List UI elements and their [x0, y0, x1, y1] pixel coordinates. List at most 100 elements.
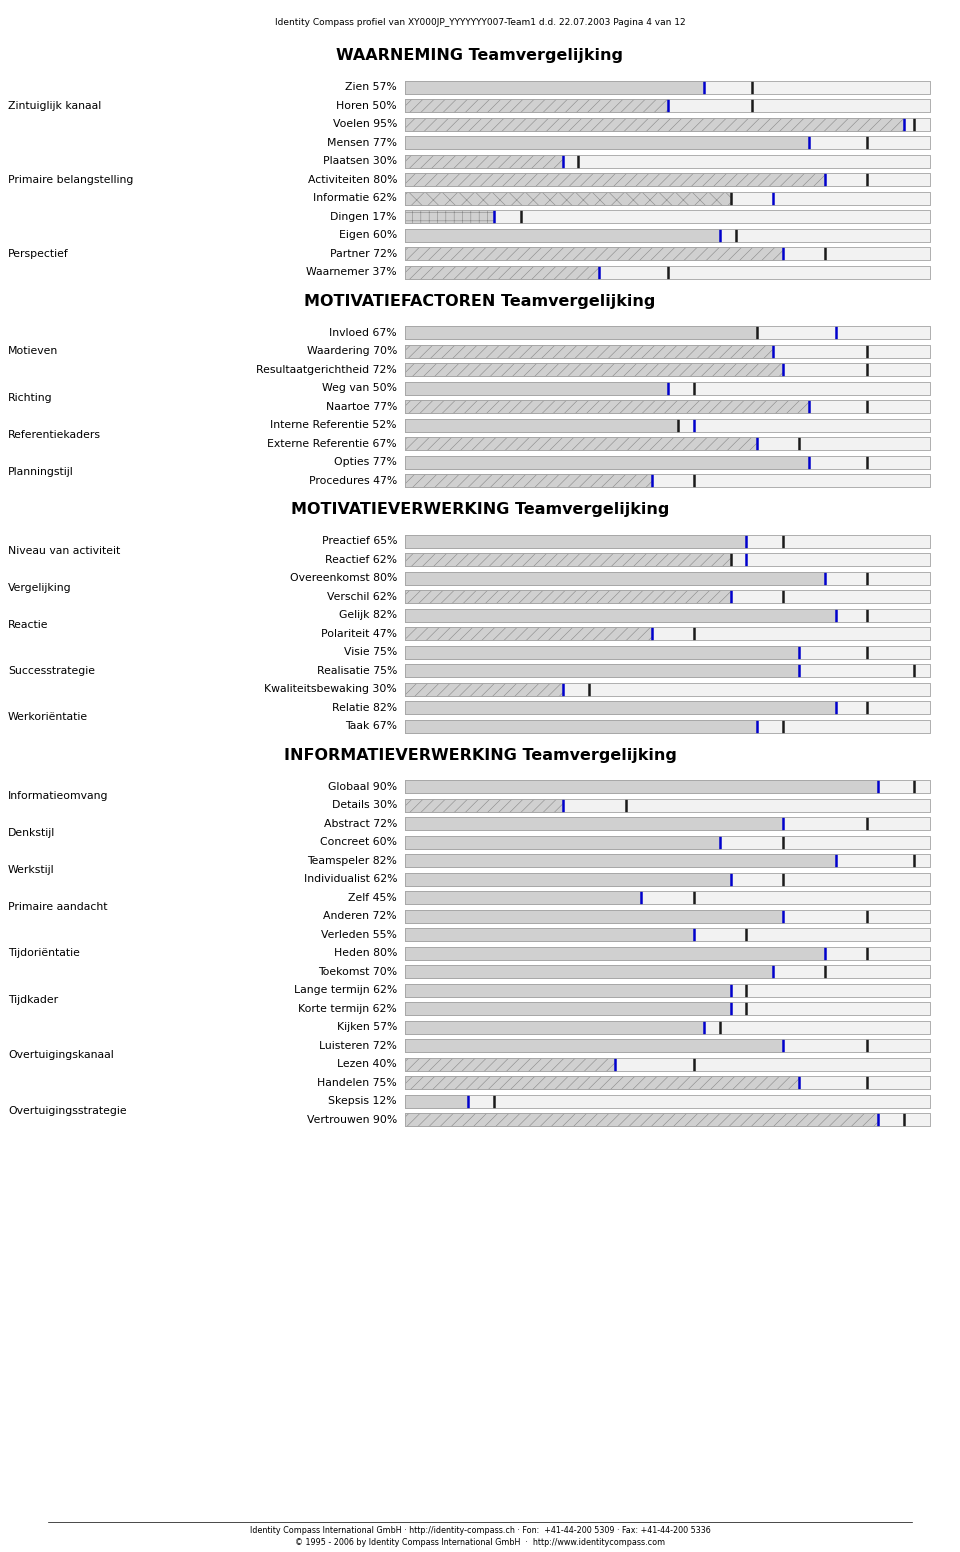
- Bar: [405, 345, 773, 359]
- Text: Toekomst 70%: Toekomst 70%: [318, 967, 397, 976]
- Bar: [405, 118, 930, 130]
- Bar: [405, 608, 930, 622]
- Bar: [405, 438, 756, 450]
- Bar: [405, 473, 930, 487]
- Bar: [405, 155, 930, 168]
- Bar: [405, 456, 809, 469]
- Text: Weg van 50%: Weg van 50%: [322, 383, 397, 393]
- Text: Voelen 95%: Voelen 95%: [332, 120, 397, 129]
- Text: Informatieomvang: Informatieomvang: [8, 792, 108, 801]
- Text: Kwaliteitsbewaking 30%: Kwaliteitsbewaking 30%: [264, 684, 397, 694]
- Text: Korte termijn 62%: Korte termijn 62%: [299, 1004, 397, 1013]
- Bar: [405, 553, 930, 566]
- Bar: [405, 781, 930, 793]
- Bar: [405, 720, 930, 733]
- Bar: [405, 174, 930, 186]
- Text: Informatie 62%: Informatie 62%: [313, 194, 397, 203]
- Text: Globaal 90%: Globaal 90%: [328, 782, 397, 792]
- Bar: [405, 1076, 799, 1090]
- Bar: [405, 118, 930, 130]
- Bar: [405, 1076, 930, 1090]
- Bar: [405, 1057, 930, 1071]
- Bar: [405, 363, 930, 377]
- Bar: [405, 534, 930, 548]
- Bar: [405, 720, 756, 733]
- Bar: [405, 191, 930, 205]
- Bar: [405, 1113, 930, 1127]
- Text: Tijdkader: Tijdkader: [8, 995, 59, 1004]
- Text: Primaire belangstelling: Primaire belangstelling: [8, 175, 133, 185]
- Bar: [405, 872, 731, 886]
- Text: Partner 72%: Partner 72%: [329, 248, 397, 259]
- Bar: [405, 1094, 930, 1108]
- Bar: [405, 928, 694, 942]
- Bar: [405, 553, 930, 566]
- Text: Interne Referentie 52%: Interne Referentie 52%: [271, 421, 397, 430]
- Bar: [405, 400, 930, 413]
- Text: Skepsis 12%: Skepsis 12%: [328, 1096, 397, 1107]
- Text: Mensen 77%: Mensen 77%: [327, 138, 397, 147]
- Bar: [405, 854, 930, 868]
- Bar: [405, 590, 930, 604]
- Bar: [405, 1021, 930, 1034]
- Text: Naartoe 77%: Naartoe 77%: [325, 402, 397, 411]
- Bar: [405, 1113, 930, 1127]
- Text: Zelf 45%: Zelf 45%: [348, 892, 397, 903]
- Bar: [405, 872, 930, 886]
- Bar: [405, 965, 930, 978]
- Text: Polariteit 47%: Polariteit 47%: [321, 629, 397, 639]
- Bar: [405, 702, 930, 714]
- Bar: [405, 419, 930, 431]
- Text: Preactief 65%: Preactief 65%: [322, 537, 397, 546]
- Bar: [405, 438, 930, 450]
- Bar: [405, 683, 563, 695]
- Text: Relatie 82%: Relatie 82%: [332, 703, 397, 712]
- Text: Waarnemer 37%: Waarnemer 37%: [306, 267, 397, 278]
- Bar: [405, 664, 799, 677]
- Bar: [405, 137, 930, 149]
- Bar: [405, 210, 930, 223]
- Bar: [405, 326, 930, 340]
- Text: Perspectief: Perspectief: [8, 248, 69, 259]
- Bar: [405, 1057, 615, 1071]
- Text: Verschil 62%: Verschil 62%: [327, 591, 397, 602]
- Bar: [405, 265, 930, 279]
- Bar: [405, 835, 720, 849]
- Text: Planningstijl: Planningstijl: [8, 467, 74, 476]
- Text: Invloed 67%: Invloed 67%: [329, 327, 397, 338]
- Text: Anderen 72%: Anderen 72%: [324, 911, 397, 922]
- Bar: [405, 571, 930, 585]
- Text: Externe Referentie 67%: Externe Referentie 67%: [268, 439, 397, 449]
- Bar: [405, 1094, 468, 1108]
- Bar: [405, 965, 930, 978]
- Text: Realisatie 75%: Realisatie 75%: [317, 666, 397, 675]
- Bar: [405, 155, 930, 168]
- Bar: [405, 247, 930, 261]
- Bar: [405, 265, 930, 279]
- Bar: [405, 174, 825, 186]
- Text: © 1995 - 2006 by Identity Compass International GmbH  ·  http://www.identitycomp: © 1995 - 2006 by Identity Compass Intern…: [295, 1538, 665, 1547]
- Bar: [405, 1021, 705, 1034]
- Text: Procedures 47%: Procedures 47%: [309, 476, 397, 486]
- Text: Plaatsen 30%: Plaatsen 30%: [323, 157, 397, 166]
- Bar: [405, 210, 494, 223]
- Text: Vergelijking: Vergelijking: [8, 582, 72, 593]
- Text: Motieven: Motieven: [8, 346, 59, 357]
- Bar: [405, 571, 825, 585]
- Text: Identity Compass profiel van XY000JP_YYYYYYY007-Team1 d.d. 22.07.2003 Pagina 4 v: Identity Compass profiel van XY000JP_YYY…: [275, 19, 685, 26]
- Bar: [405, 799, 563, 812]
- Bar: [405, 683, 930, 695]
- Bar: [405, 984, 930, 996]
- Bar: [405, 608, 930, 622]
- Bar: [405, 118, 903, 130]
- Bar: [405, 891, 930, 905]
- Bar: [405, 646, 930, 660]
- Bar: [405, 419, 678, 431]
- Bar: [405, 702, 930, 714]
- Bar: [405, 799, 930, 812]
- Bar: [405, 1003, 930, 1015]
- Bar: [405, 627, 930, 641]
- Text: Zintuiglijk kanaal: Zintuiglijk kanaal: [8, 101, 101, 110]
- Text: Dingen 17%: Dingen 17%: [330, 211, 397, 222]
- Bar: [405, 473, 930, 487]
